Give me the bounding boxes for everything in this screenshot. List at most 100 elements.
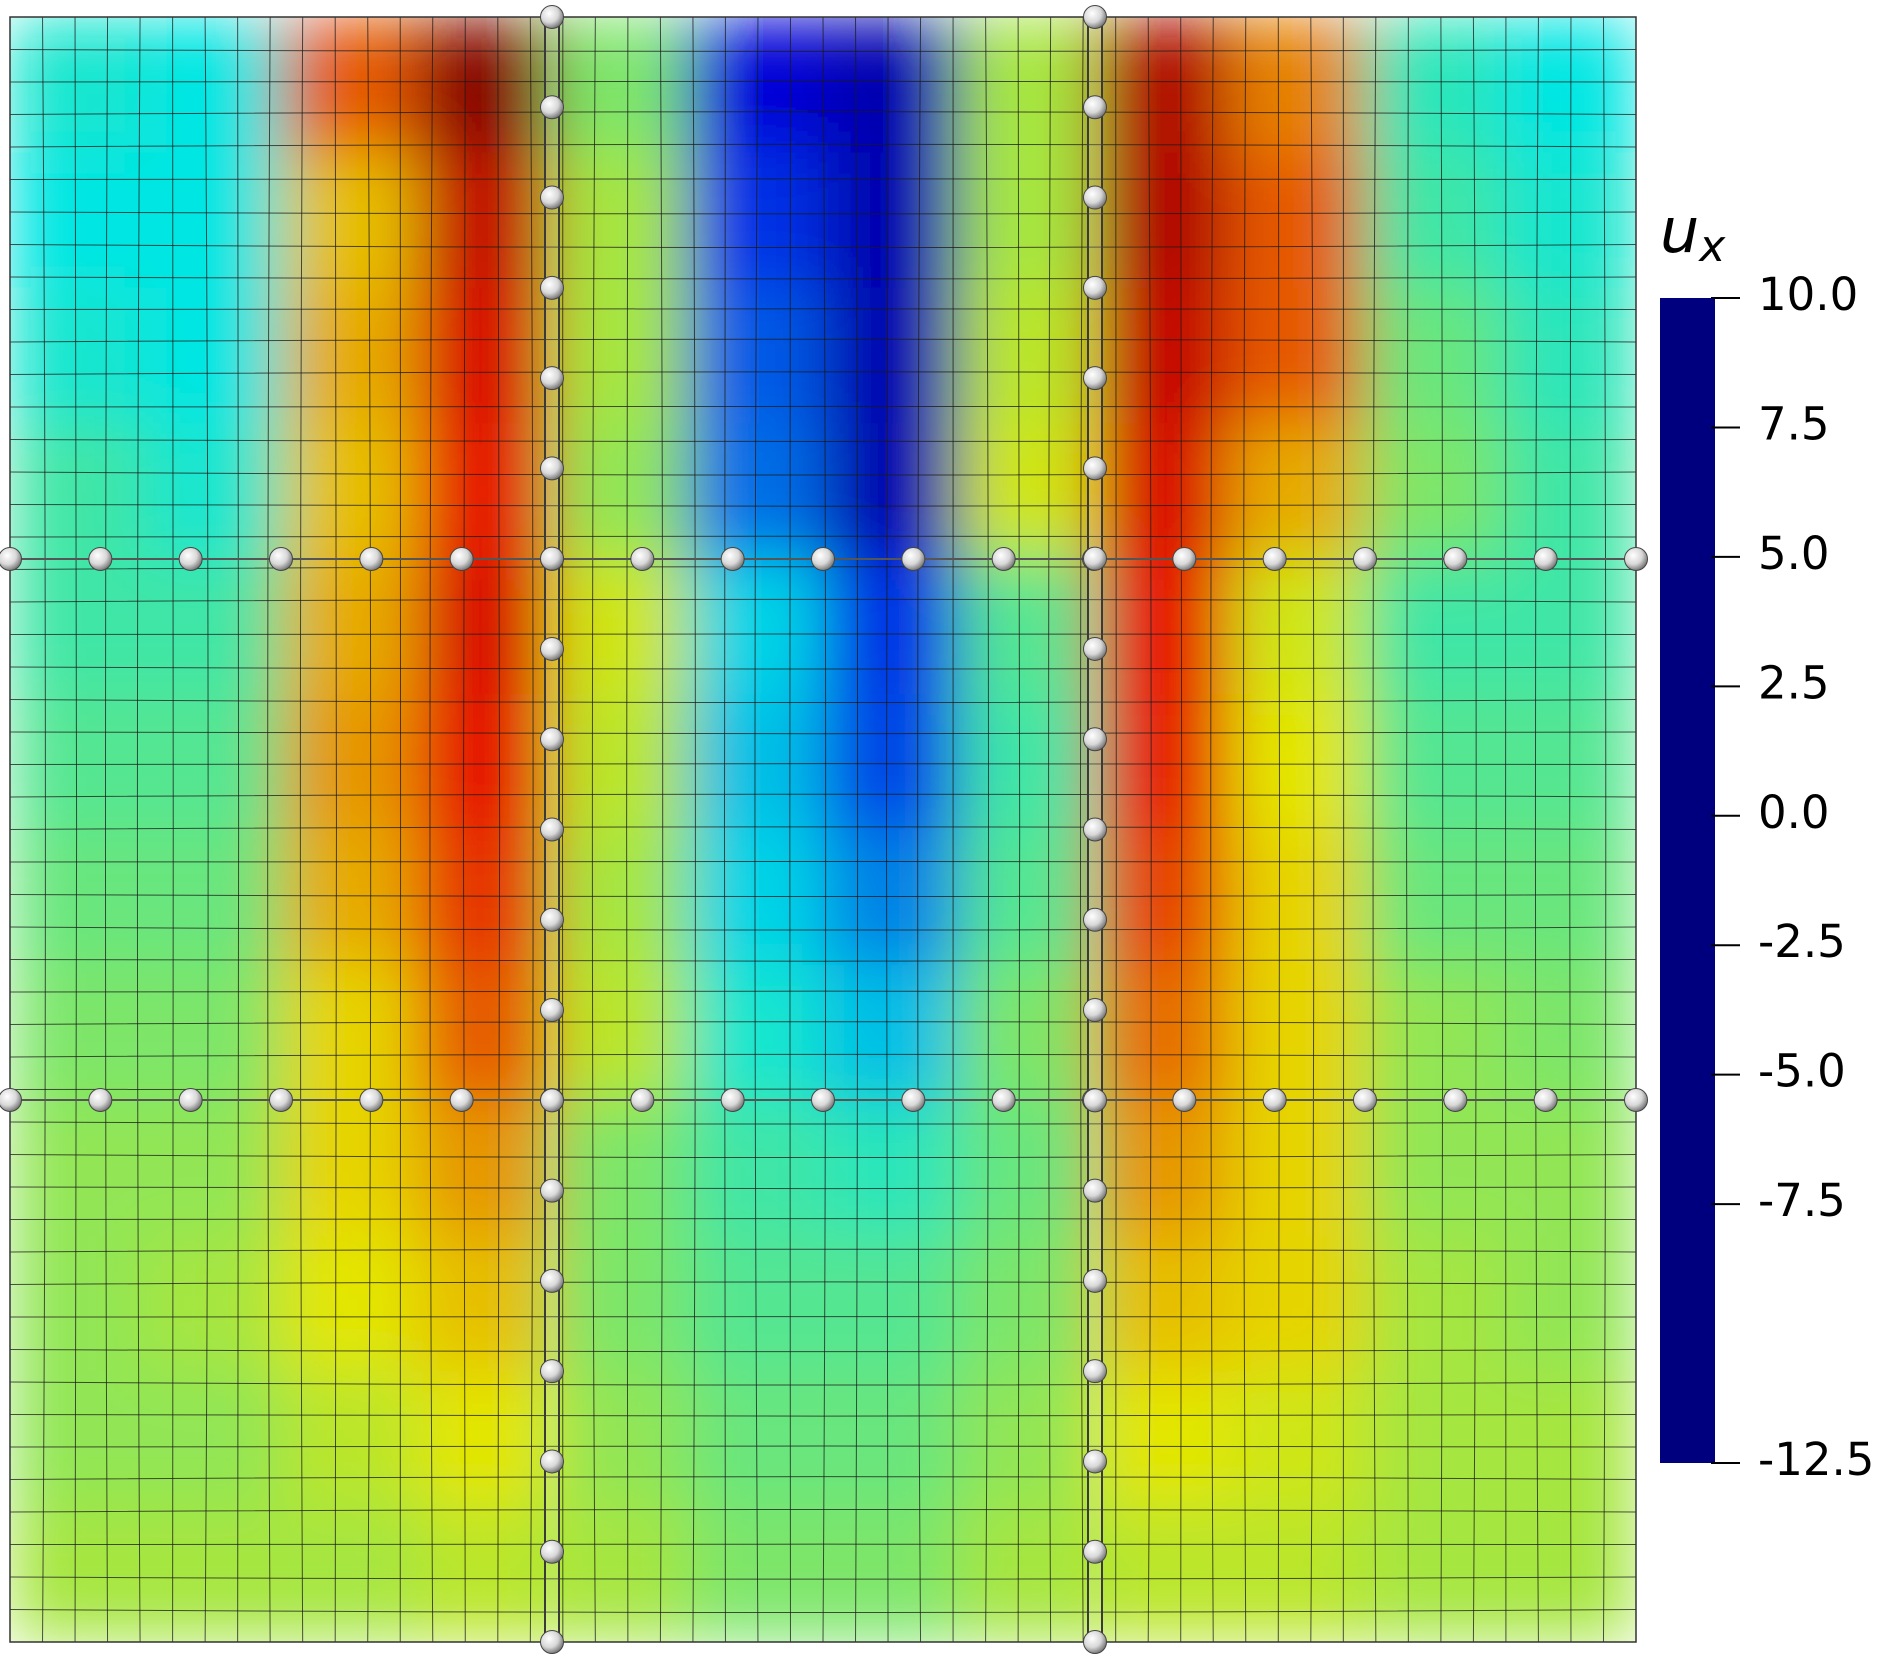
- field-cell: [823, 1506, 959, 1642]
- field-cell: [552, 152, 688, 289]
- mesh-line: [10, 111, 1636, 115]
- node: [540, 907, 564, 932]
- field-cell: [1094, 829, 1230, 966]
- node: [991, 547, 1016, 571]
- mesh-line: [10, 1414, 1636, 1417]
- node: [1353, 1088, 1377, 1112]
- field-cell: [552, 1506, 688, 1642]
- field-cell: [145, 1100, 282, 1237]
- colorbar-tick-label: -7.5: [1758, 1174, 1846, 1227]
- field-cell: [1365, 964, 1501, 1101]
- mesh-line: [917, 17, 922, 1642]
- field-cell: [416, 1235, 553, 1372]
- node: [88, 1088, 113, 1112]
- field-cell: [1500, 558, 1636, 695]
- colorbar-title-subscript: x: [1697, 221, 1726, 272]
- mesh-line: [885, 17, 889, 1642]
- field-cell: [823, 829, 959, 966]
- node: [540, 1359, 564, 1384]
- node: [359, 547, 384, 571]
- field-cell: [10, 1506, 146, 1642]
- node: [540, 1088, 564, 1113]
- field-cell: [1500, 1235, 1636, 1372]
- field-cell: [281, 829, 417, 966]
- field-cell: [10, 287, 146, 424]
- mesh-line: [1440, 17, 1444, 1642]
- mesh-line: [529, 17, 534, 1642]
- field-cell: [552, 829, 688, 966]
- field-cell: [1500, 17, 1636, 153]
- field-cell: [281, 1235, 417, 1372]
- colorbar-tick-label: 10.0: [1758, 268, 1858, 321]
- field-cell: [823, 1371, 959, 1508]
- colorbar-tick-label: -2.5: [1758, 915, 1846, 968]
- field-cell: [416, 287, 553, 424]
- field-cell: [1500, 1100, 1636, 1237]
- field-cell: [145, 1506, 282, 1642]
- field-cell: [145, 423, 282, 560]
- mesh-line: [10, 1281, 1636, 1285]
- field-cell: [1229, 1100, 1366, 1237]
- field-cell: [416, 1506, 553, 1642]
- node: [1083, 185, 1107, 210]
- field-cell: [958, 1235, 1095, 1372]
- colorbar-title: ux: [1660, 194, 1726, 272]
- node: [540, 1449, 564, 1474]
- node: [1083, 817, 1107, 842]
- mesh-line: [462, 17, 466, 1642]
- field-cell: [1365, 17, 1501, 153]
- field-cell: [1500, 1371, 1636, 1508]
- field-cell: [1094, 1371, 1230, 1508]
- mesh-line: [591, 17, 596, 1642]
- field-cell: [1365, 1100, 1501, 1237]
- field-cell: [823, 558, 959, 695]
- mesh-line: [1115, 17, 1117, 1642]
- mesh-line: [1147, 17, 1152, 1642]
- node: [1083, 275, 1107, 300]
- field-cell: [145, 287, 282, 424]
- field-cell: [958, 17, 1095, 153]
- field-cell: [1365, 558, 1501, 695]
- node: [1083, 1539, 1107, 1564]
- node: [540, 95, 564, 120]
- mesh-line: [10, 244, 1636, 248]
- mesh-line: [10, 1248, 1636, 1253]
- mesh-line: [136, 17, 141, 1642]
- mesh-line: [855, 17, 859, 1642]
- node: [720, 1088, 745, 1112]
- node: [449, 1088, 474, 1112]
- field-cell: [1365, 829, 1501, 966]
- node: [1083, 1359, 1107, 1384]
- field-cell: [1094, 558, 1230, 695]
- mesh-line: [1406, 17, 1409, 1642]
- node: [0, 547, 22, 571]
- field-cell: [145, 1371, 282, 1508]
- mesh-line: [104, 17, 109, 1642]
- field-cell: [1094, 964, 1230, 1101]
- field-cell: [1094, 1506, 1230, 1642]
- mesh-line: [10, 763, 1636, 765]
- mesh-line: [789, 17, 791, 1642]
- field-cell: [281, 17, 417, 153]
- node: [540, 998, 564, 1023]
- mesh-line: [10, 633, 1636, 635]
- node: [1083, 1630, 1107, 1654]
- node: [269, 547, 293, 571]
- node: [991, 1088, 1016, 1112]
- field-cell: [1365, 1506, 1501, 1642]
- field-cell: [958, 558, 1095, 695]
- field-cell: [1229, 1371, 1366, 1508]
- mesh-line: [1602, 17, 1607, 1642]
- node: [1624, 547, 1648, 571]
- mesh-line: [10, 1154, 1636, 1158]
- mesh-line: [1372, 17, 1377, 1642]
- colorbar-tick-label: -12.5: [1758, 1433, 1874, 1486]
- mesh-line: [172, 17, 174, 1642]
- mesh-line: [754, 17, 759, 1642]
- mesh-line: [10, 1476, 1636, 1480]
- mesh-line: [10, 1576, 1636, 1580]
- mesh-line: [10, 504, 1636, 507]
- field-cell: [10, 829, 146, 966]
